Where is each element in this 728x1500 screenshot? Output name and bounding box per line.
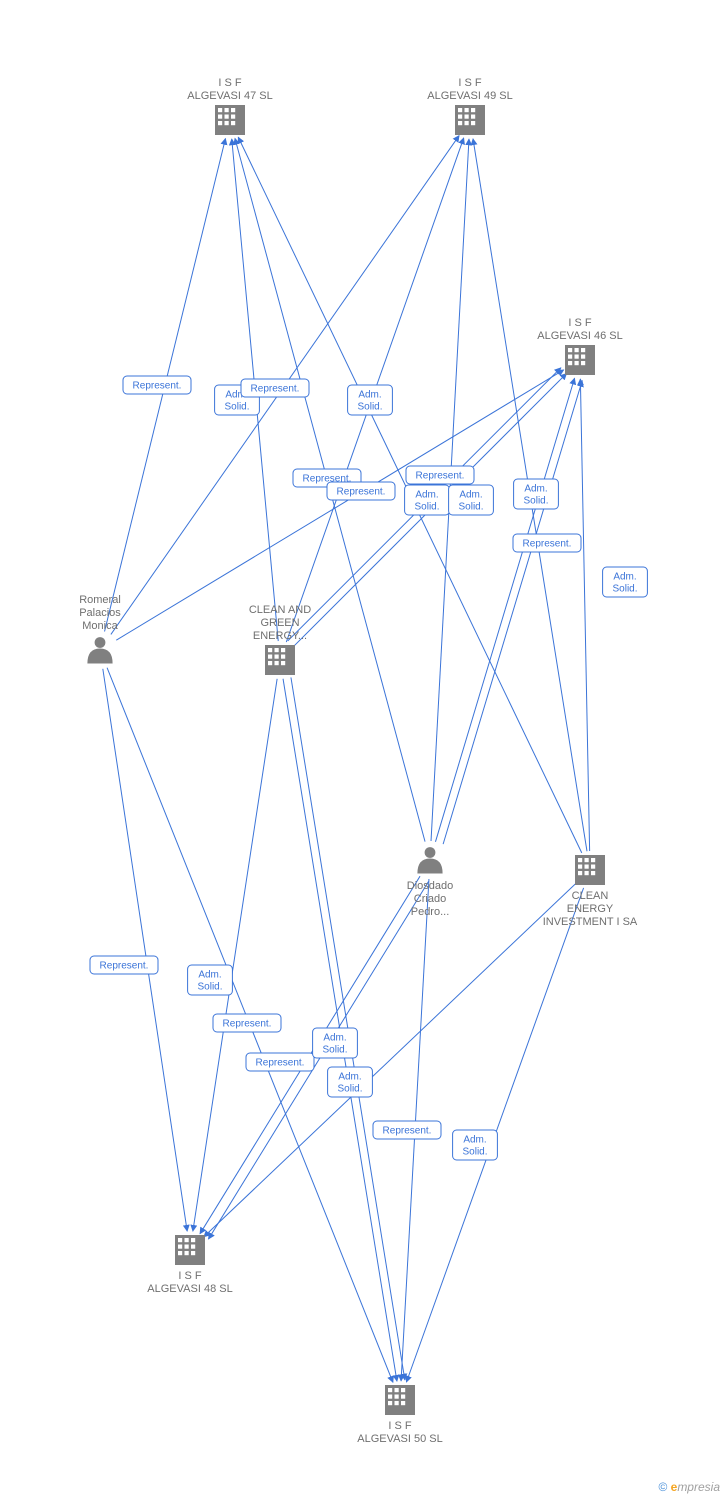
edge-label-text: Represent. bbox=[256, 1058, 305, 1069]
node-label: CLEAN bbox=[572, 890, 609, 902]
brand-label: empresia bbox=[671, 1480, 720, 1494]
company-node[interactable] bbox=[575, 855, 605, 885]
company-node[interactable] bbox=[215, 105, 245, 135]
edge-label-text: Solid. bbox=[612, 584, 637, 595]
node-label: ALGEVASI 49 SL bbox=[427, 90, 512, 102]
node-label: ALGEVASI 48 SL bbox=[147, 1283, 232, 1295]
node-label: Romeral bbox=[79, 594, 121, 606]
node-label: I S F bbox=[568, 317, 592, 329]
network-diagram: Represent.Adm.Solid.Represent.Represent.… bbox=[0, 0, 728, 1500]
edge-label-text: Adm. bbox=[463, 1135, 486, 1146]
node-label: I S F bbox=[218, 77, 242, 89]
person-node[interactable] bbox=[417, 847, 442, 873]
edge-label-text: Solid. bbox=[414, 502, 439, 513]
node-label: I S F bbox=[178, 1270, 202, 1282]
edge-label-text: Represent. bbox=[523, 539, 572, 550]
edge bbox=[443, 380, 582, 844]
node-label: I S F bbox=[458, 77, 482, 89]
node-label: INVESTMENT I SA bbox=[543, 916, 638, 928]
edge-label-text: Represent. bbox=[337, 487, 386, 498]
edge-label-text: Represent. bbox=[100, 961, 149, 972]
edge-label-text: Adm. bbox=[524, 484, 547, 495]
edge-label-text: Solid. bbox=[224, 402, 249, 413]
person-node[interactable] bbox=[87, 637, 112, 663]
edge-label-text: Solid. bbox=[322, 1045, 347, 1056]
edge-label-text: Adm. bbox=[415, 490, 438, 501]
node-label: I S F bbox=[388, 1420, 412, 1432]
node-label: ALGEVASI 50 SL bbox=[357, 1433, 442, 1445]
edge-label-text: Adm. bbox=[613, 572, 636, 583]
edge bbox=[580, 379, 589, 851]
footer-credit: © empresia bbox=[658, 1480, 720, 1494]
node-label: GREEN bbox=[260, 617, 299, 629]
edge-label-text: Represent. bbox=[223, 1019, 272, 1030]
node-label: Criado bbox=[414, 893, 446, 905]
edge-label-text: Represent. bbox=[416, 471, 465, 482]
edge bbox=[208, 881, 428, 1239]
node-label: CLEAN AND bbox=[249, 604, 311, 616]
node-label: Pedro... bbox=[411, 906, 450, 918]
node-label: Monica bbox=[82, 620, 118, 632]
company-node[interactable] bbox=[455, 105, 485, 135]
edge-label-text: Represent. bbox=[133, 381, 182, 392]
company-node[interactable] bbox=[175, 1235, 205, 1265]
node-label: Palacios bbox=[79, 607, 121, 619]
edge-label-text: Adm. bbox=[358, 390, 381, 401]
company-node[interactable] bbox=[265, 645, 295, 675]
edge-label-text: Adm. bbox=[198, 970, 221, 981]
edge-label-text: Solid. bbox=[462, 1147, 487, 1158]
edge bbox=[435, 378, 574, 842]
edge-label-text: Represent. bbox=[251, 384, 300, 395]
edge-label-text: Solid. bbox=[523, 496, 548, 507]
copyright-symbol: © bbox=[658, 1480, 667, 1494]
node-label: ENERGY... bbox=[253, 630, 307, 642]
edge-label-text: Adm. bbox=[338, 1072, 361, 1083]
edge-label-text: Adm. bbox=[323, 1033, 346, 1044]
edge-label-text: Adm. bbox=[459, 490, 482, 501]
edge bbox=[103, 669, 187, 1231]
edge-label-text: Represent. bbox=[383, 1126, 432, 1137]
node-label: ALGEVASI 47 SL bbox=[187, 90, 272, 102]
company-node[interactable] bbox=[385, 1385, 415, 1415]
edge-label-text: Solid. bbox=[357, 402, 382, 413]
company-node[interactable] bbox=[565, 345, 595, 375]
edge-label-text: Solid. bbox=[197, 982, 222, 993]
edge-label-text: Solid. bbox=[458, 502, 483, 513]
node-label: ALGEVASI 46 SL bbox=[537, 330, 622, 342]
node-label: Diosdado bbox=[407, 880, 453, 892]
edge-label-text: Solid. bbox=[337, 1084, 362, 1095]
node-label: ENERGY bbox=[567, 903, 614, 915]
